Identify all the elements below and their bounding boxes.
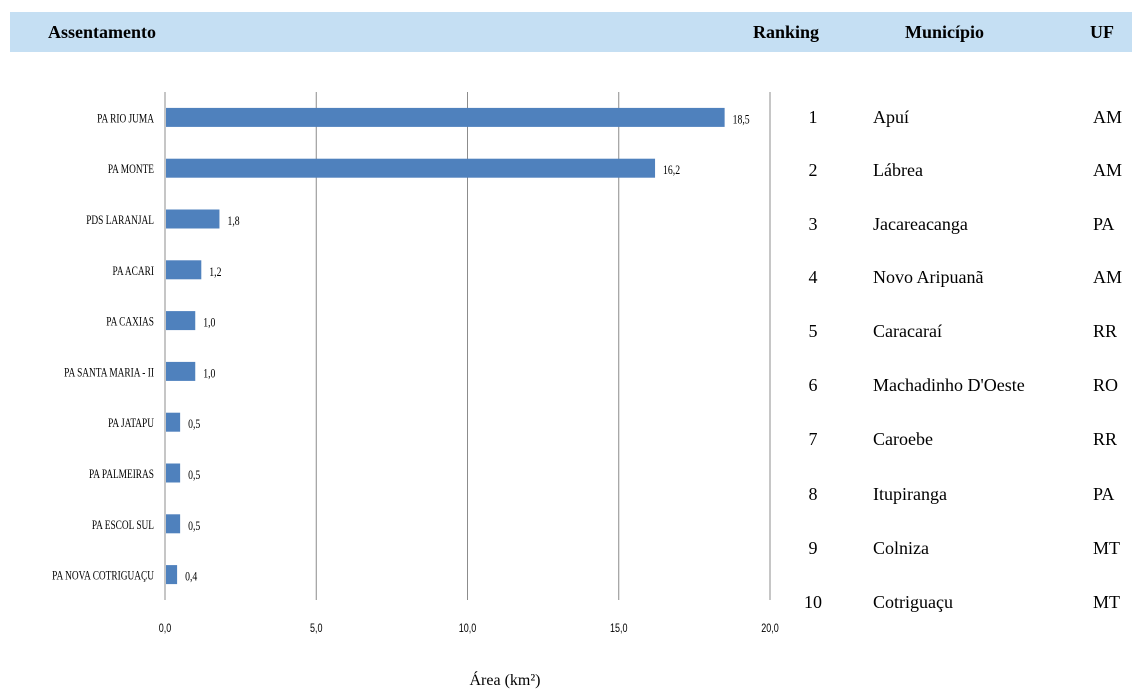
municipio-cell: Novo Aripuanã: [873, 267, 983, 287]
data-label: 1,0: [203, 316, 215, 330]
municipio-cell: Lábrea: [873, 160, 923, 180]
header-uf: UF: [1090, 23, 1114, 41]
ranking-cell: 7: [793, 429, 833, 449]
category-label: PA NOVA COTRIGUAÇU: [52, 569, 154, 583]
bar: [166, 108, 725, 127]
category-label: PA MONTE: [108, 163, 154, 177]
municipio-cell: Apuí: [873, 107, 909, 127]
uf-cell: AM: [1093, 267, 1122, 287]
header-municipio: Município: [905, 23, 984, 41]
x-tick-label: 5,0: [310, 622, 323, 636]
bar: [166, 565, 177, 584]
data-label: 0,5: [188, 418, 200, 432]
bar: [166, 159, 655, 178]
municipio-cell: Itupiranga: [873, 484, 947, 504]
data-label: 16,2: [663, 164, 680, 178]
ranking-cell: 5: [793, 321, 833, 341]
x-tick-label: 10,0: [459, 622, 477, 636]
x-axis-title: Área (km²): [470, 670, 541, 689]
data-label: 0,4: [185, 570, 197, 584]
uf-cell: RR: [1093, 321, 1117, 341]
uf-cell: PA: [1093, 214, 1114, 234]
ranking-cell: 4: [793, 267, 833, 287]
uf-cell: RO: [1093, 375, 1118, 395]
bar-chart: 0,0 5,0 10,0 15,0 20,0 PA RIO JUMA 18,5 PA MONT…: [0, 0, 790, 691]
uf-cell: AM: [1093, 160, 1122, 180]
municipio-cell: Jacareacanga: [873, 214, 968, 234]
data-label: 1,8: [227, 215, 239, 229]
bar: [166, 413, 180, 432]
bar: [166, 514, 180, 533]
data-label: 1,0: [203, 367, 215, 381]
data-label: 1,2: [209, 266, 221, 280]
ranking-cell: 3: [793, 214, 833, 234]
data-label: 18,5: [733, 113, 750, 127]
category-label: PA CAXIAS: [106, 315, 154, 329]
bar: [166, 362, 195, 381]
uf-cell: PA: [1093, 484, 1114, 504]
category-label: PA ESCOL SUL: [92, 518, 154, 532]
bar: [166, 210, 219, 229]
x-tick-label: 20,0: [761, 622, 779, 636]
uf-cell: AM: [1093, 107, 1122, 127]
uf-cell: RR: [1093, 429, 1117, 449]
category-label: PA PALMEIRAS: [89, 468, 154, 482]
municipio-cell: Machadinho D'Oeste: [873, 375, 1025, 395]
data-label: 0,5: [188, 520, 200, 534]
x-tick-label: 15,0: [610, 622, 628, 636]
ranking-cell: 9: [793, 538, 833, 558]
municipio-cell: Caracaraí: [873, 321, 942, 341]
ranking-cell: 8: [793, 484, 833, 504]
municipio-cell: Colniza: [873, 538, 929, 558]
uf-cell: MT: [1093, 538, 1120, 558]
category-label: PA SANTA MARIA - II: [64, 366, 154, 380]
municipio-cell: Caroebe: [873, 429, 933, 449]
bar: [166, 464, 180, 483]
x-tick-label: 0,0: [159, 622, 172, 636]
category-label: PA RIO JUMA: [97, 112, 154, 126]
municipio-cell: Cotriguaçu: [873, 592, 953, 612]
data-label: 0,5: [188, 469, 200, 483]
bar: [166, 311, 195, 330]
bar: [166, 260, 201, 279]
ranking-cell: 1: [793, 107, 833, 127]
uf-cell: MT: [1093, 592, 1120, 612]
ranking-cell: 6: [793, 375, 833, 395]
ranking-cell: 10: [793, 592, 833, 612]
category-label: PA JATAPU: [108, 417, 154, 431]
ranking-cell: 2: [793, 160, 833, 180]
category-label: PDS LARANJAL: [86, 214, 154, 228]
category-label: PA ACARI: [113, 264, 155, 278]
